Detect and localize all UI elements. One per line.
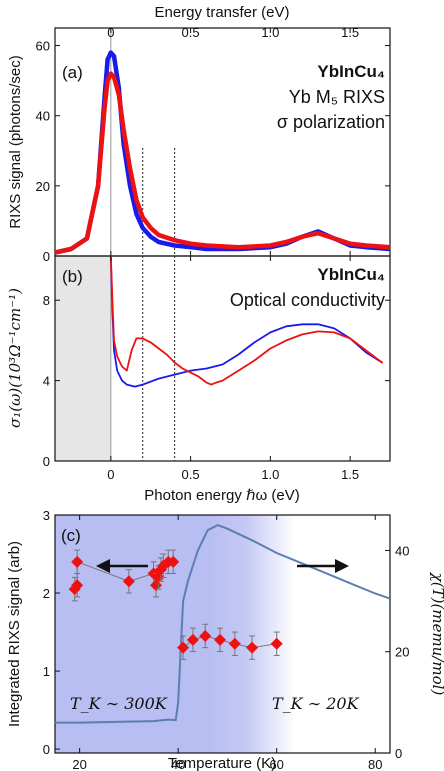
panel-c-ylabel-right: χ(T)(memu/mol) — [429, 572, 444, 696]
bottom-xtick-label: 1.0 — [261, 467, 279, 482]
panel-b-line1: Optical conductivity — [230, 290, 385, 310]
panel-c-xtick-label: 40 — [171, 757, 185, 771]
panel-c-frame — [54, 514, 391, 754]
top-xtick-label: 0.5 — [182, 25, 200, 40]
top-xtick-label: 1.0 — [261, 25, 279, 40]
panel-c-ann-right: T_K ∼ 20K — [272, 694, 360, 713]
panel-a-line2: σ polarization — [277, 112, 385, 132]
panel-c-low-temp-shade — [55, 515, 205, 753]
panel-a-vlines — [110, 28, 176, 256]
panel-b-series-blue — [109, 256, 383, 388]
panel-c-ytick-label: 0 — [43, 742, 50, 757]
panel-a-material: YbInCu₄ — [317, 62, 385, 81]
panel-b-label: (b) — [62, 267, 83, 286]
rixs-point — [214, 633, 227, 646]
panel-c-ytick-label: 3 — [43, 508, 50, 523]
panel-c-ytick-label: 2 — [43, 586, 50, 601]
right-arrow-icon — [297, 559, 349, 573]
rixs-point — [186, 633, 199, 646]
panel-b-vlines — [110, 256, 176, 461]
rixs-point — [167, 555, 180, 568]
chi-series-line — [55, 524, 390, 724]
panel-c-xtick-label: 80 — [368, 757, 382, 771]
panel-a-series — [55, 50, 390, 255]
panel-c-xlabel: Temperature (K) — [168, 755, 276, 771]
panel-b-series-red — [109, 256, 383, 386]
panel-c-gradient-shade — [205, 515, 295, 753]
panel-a-label: (a) — [62, 63, 83, 82]
panel-a-ytick-label: 20 — [36, 179, 50, 194]
rixs-point — [246, 641, 259, 654]
top-xtick-label: 0 — [107, 25, 114, 40]
panel-a-line1: Yb M₅ RIXS — [289, 87, 385, 107]
panel-c-ytick-right-label: 0 — [395, 746, 402, 761]
bottom-xtick-label: 0 — [107, 467, 114, 482]
panel-c-ytick-right-label: 40 — [395, 543, 409, 558]
panel-c-label: (c) — [61, 526, 81, 545]
panel-b-material: YbInCu₄ — [317, 265, 385, 284]
rixs-point — [228, 637, 241, 650]
left-arrow-icon — [96, 559, 148, 573]
panel-b-series — [109, 256, 383, 388]
panel-c-series — [55, 524, 390, 724]
rixs-point — [122, 575, 135, 588]
top-xtick-label: 1.5 — [341, 25, 359, 40]
bottom-xtick-label: 1.5 — [341, 467, 359, 482]
panel-c-ytick-right-label: 20 — [395, 645, 409, 660]
rixs-point — [270, 637, 283, 650]
panel-c-xtick-label: 20 — [72, 757, 86, 771]
panel-a-ylabel: RIXS signal (photons/sec) — [7, 55, 24, 228]
panel-b-ylabel: σ₁(ω)(10³Ω⁻¹cm⁻¹) — [6, 288, 24, 428]
panel-a-series-red — [55, 71, 390, 255]
rixs-point — [71, 555, 84, 568]
panel-b-shade — [55, 256, 111, 461]
panel-b-ytick-label: 4 — [43, 374, 50, 389]
rixs-point — [71, 579, 84, 592]
panel-c-ylabel-left: Integrated RIXS signal (arb) — [6, 541, 23, 727]
panel-c-ytick-label: 1 — [43, 664, 50, 679]
panel-b-ytick-label: 0 — [43, 454, 50, 469]
panel-c-ann-left: T_K ∼ 300K — [70, 694, 168, 713]
panel-a-ytick-label: 40 — [36, 109, 50, 124]
panel-b-ytick-label: 8 — [43, 293, 50, 308]
panel-a-ytick-label: 0 — [43, 249, 50, 264]
panel-c-xtick-label: 60 — [269, 757, 283, 771]
rixs-point — [199, 629, 212, 642]
bottom-xtick-label: 0.5 — [182, 467, 200, 482]
bottom-axis-label: Photon energy ℏω (eV) — [144, 487, 299, 504]
panel-a-ytick-label: 60 — [36, 39, 50, 54]
top-axis-label: Energy transfer (eV) — [154, 4, 289, 21]
panel-b-frame — [54, 255, 391, 462]
rixs-point — [177, 641, 190, 654]
